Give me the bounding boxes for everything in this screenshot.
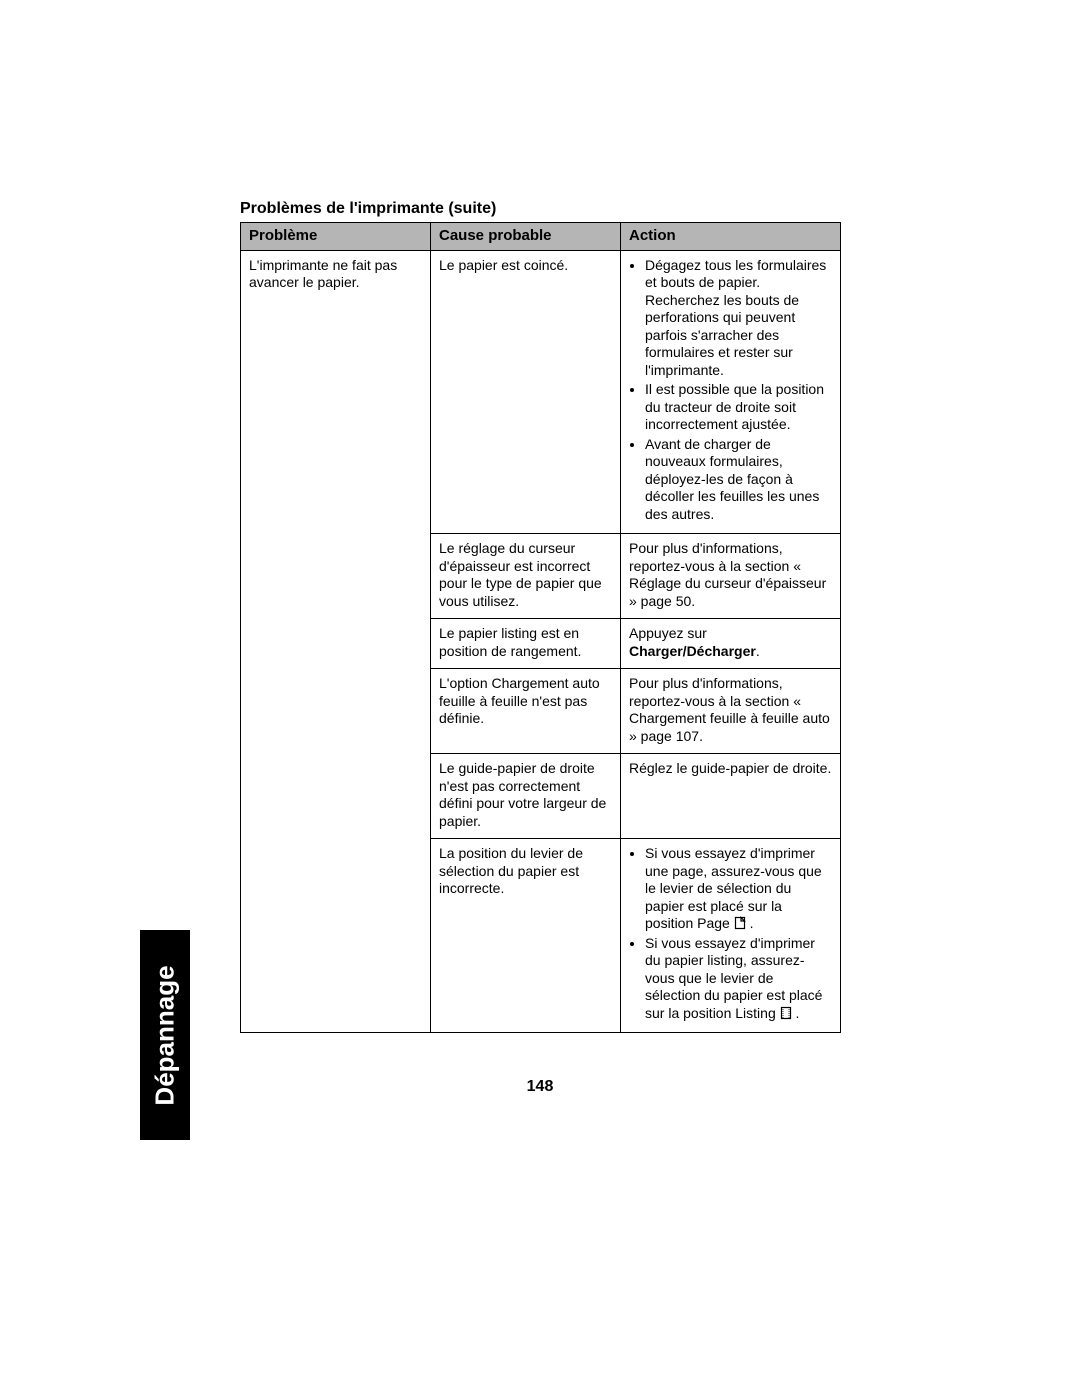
action-text: Appuyez sur: [629, 625, 707, 641]
listing-icon: [780, 1006, 792, 1020]
table-header-row: Problème Cause probable Action: [241, 223, 841, 251]
table-row: L'imprimante ne fait pas avancer le papi…: [241, 250, 841, 534]
cell-action: Appuyez sur Charger/Décharger.: [621, 619, 841, 669]
troubleshoot-table: Problème Cause probable Action L'imprima…: [240, 222, 841, 1033]
cell-cause: Le guide-papier de droite n'est pas corr…: [431, 754, 621, 839]
cell-cause: L'option Chargement auto feuille à feuil…: [431, 669, 621, 754]
page-number: 148: [0, 1078, 1080, 1096]
cell-action: Dégagez tous les formulaires et bouts de…: [621, 250, 841, 534]
action-item: Si vous essayez d'imprimer une page, ass…: [645, 845, 832, 933]
cell-cause: Le réglage du curseur d'épaisseur est in…: [431, 534, 621, 619]
action-text: .: [756, 643, 760, 659]
cell-cause: La position du levier de sélection du pa…: [431, 839, 621, 1033]
cell-action: Pour plus d'informations, reportez-vous …: [621, 669, 841, 754]
header-action: Action: [621, 223, 841, 251]
action-item: Avant de charger de nouveaux formulaires…: [645, 436, 832, 524]
page-icon: [734, 916, 746, 930]
cell-action: Réglez le guide-papier de droite.: [621, 754, 841, 839]
side-tab: Dépannage: [140, 930, 190, 1140]
cell-problem: L'imprimante ne fait pas avancer le papi…: [241, 250, 431, 1033]
action-list: Dégagez tous les formulaires et bouts de…: [629, 257, 832, 524]
action-item: Il est possible que la position du tract…: [645, 381, 832, 434]
section-title: Problèmes de l'imprimante (suite): [240, 200, 840, 218]
action-text: .: [746, 915, 754, 931]
action-bold: Charger/Décharger: [629, 643, 756, 659]
action-list: Si vous essayez d'imprimer une page, ass…: [629, 845, 832, 1022]
action-text: .: [792, 1005, 800, 1021]
cell-action: Pour plus d'informations, reportez-vous …: [621, 534, 841, 619]
header-problem: Problème: [241, 223, 431, 251]
cell-cause: Le papier listing est en position de ran…: [431, 619, 621, 669]
header-cause: Cause probable: [431, 223, 621, 251]
action-item: Dégagez tous les formulaires et bouts de…: [645, 257, 832, 380]
action-item: Si vous essayez d'imprimer du papier lis…: [645, 935, 832, 1023]
cell-action: Si vous essayez d'imprimer une page, ass…: [621, 839, 841, 1033]
cell-cause: Le papier est coincé.: [431, 250, 621, 534]
